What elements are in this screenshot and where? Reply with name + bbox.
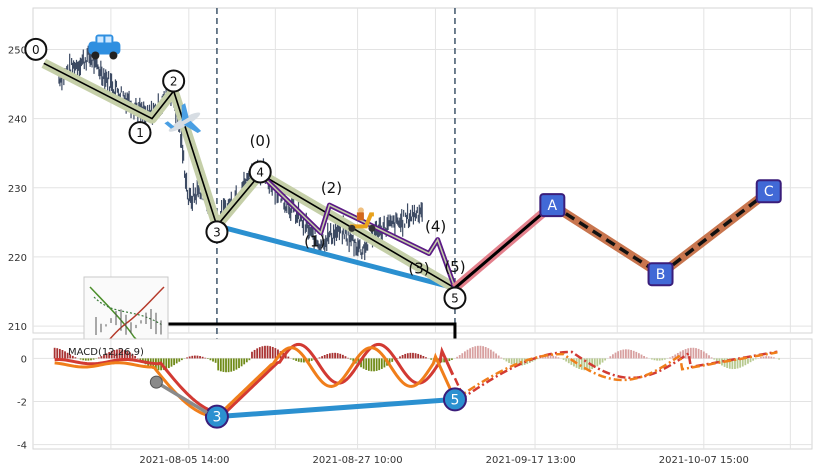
signal-line bbox=[54, 342, 455, 415]
wave-marker bbox=[162, 69, 186, 93]
y-tick-label: 240 bbox=[8, 115, 27, 126]
projection-label: A bbox=[548, 198, 558, 214]
projection-label: C bbox=[764, 184, 774, 200]
y-tick-label: 220 bbox=[8, 253, 27, 264]
car-icon bbox=[88, 34, 121, 60]
thumbnail-connector-dot bbox=[149, 375, 163, 389]
wave-marker bbox=[443, 286, 467, 310]
wave-label: 5 bbox=[451, 292, 459, 306]
wave-marker bbox=[24, 37, 48, 61]
y-tick-label: 250 bbox=[8, 45, 27, 56]
wave-marker bbox=[248, 160, 272, 184]
macd-y-tick-label: -2 bbox=[17, 398, 27, 409]
y-tick-label: 210 bbox=[8, 322, 27, 333]
airplane-icon bbox=[164, 103, 202, 133]
wave-label: 0 bbox=[32, 43, 40, 57]
macd-divergence-line bbox=[216, 396, 456, 420]
wave-marker bbox=[128, 121, 152, 145]
x-tick-label: 2021-09-17 13:00 bbox=[486, 455, 576, 466]
sub-wave-center bbox=[259, 173, 456, 289]
scooter-icon bbox=[348, 207, 376, 232]
sub-wave-label: (4) bbox=[425, 218, 446, 236]
macd-divergence-label: 3 bbox=[212, 410, 221, 426]
projection-box bbox=[539, 193, 566, 218]
projection-box bbox=[755, 179, 782, 204]
x-tick-label: 2021-08-05 14:00 bbox=[139, 455, 229, 466]
sub-wave-label: (1) bbox=[304, 233, 325, 251]
wave-label: 1 bbox=[136, 126, 144, 140]
macd-y-tick-label: 0 bbox=[21, 354, 27, 365]
macd-line-projection bbox=[454, 351, 778, 401]
wave-marker bbox=[205, 220, 229, 244]
macd-divergence-marker bbox=[442, 387, 467, 412]
macd-divergence-marker bbox=[204, 404, 229, 429]
wave-line bbox=[43, 62, 456, 289]
sub-wave-label: (3) bbox=[408, 259, 429, 277]
macd-divergence-label: 5 bbox=[450, 392, 459, 408]
thumbnail-connector bbox=[155, 380, 208, 415]
x-axis: 2021-08-05 14:00 2021-08-27 10:00 2021-09-… bbox=[139, 455, 748, 466]
price-panel: 210 220 230 240 250 0 1 2 3 4 5 (0) (1) (2) (3) (4) (5) A… bbox=[8, 7, 813, 449]
y-tick-label: 230 bbox=[8, 184, 27, 195]
sub-wave-label: (2) bbox=[321, 179, 342, 197]
wave-label: 4 bbox=[256, 165, 264, 179]
sub-wave-label: (0) bbox=[250, 132, 271, 150]
sub-wave-label: (5) bbox=[444, 258, 465, 276]
wave-label: 2 bbox=[170, 74, 178, 88]
projection-line-1 bbox=[453, 203, 554, 290]
trend-line bbox=[216, 223, 456, 291]
x-tick-label: 2021-10-07 15:00 bbox=[659, 455, 749, 466]
macd-label: MACD(12,26,9) bbox=[68, 347, 144, 358]
projection-box bbox=[647, 262, 674, 287]
macd-panel: -4 -2 0 3 5 bbox=[17, 338, 813, 452]
wave-label: 3 bbox=[213, 225, 221, 239]
macd-y-tick-label: -4 bbox=[17, 441, 27, 452]
x-tick-label: 2021-08-27 10:00 bbox=[313, 455, 403, 466]
projection-label: B bbox=[656, 267, 666, 283]
macd-line bbox=[54, 346, 455, 419]
